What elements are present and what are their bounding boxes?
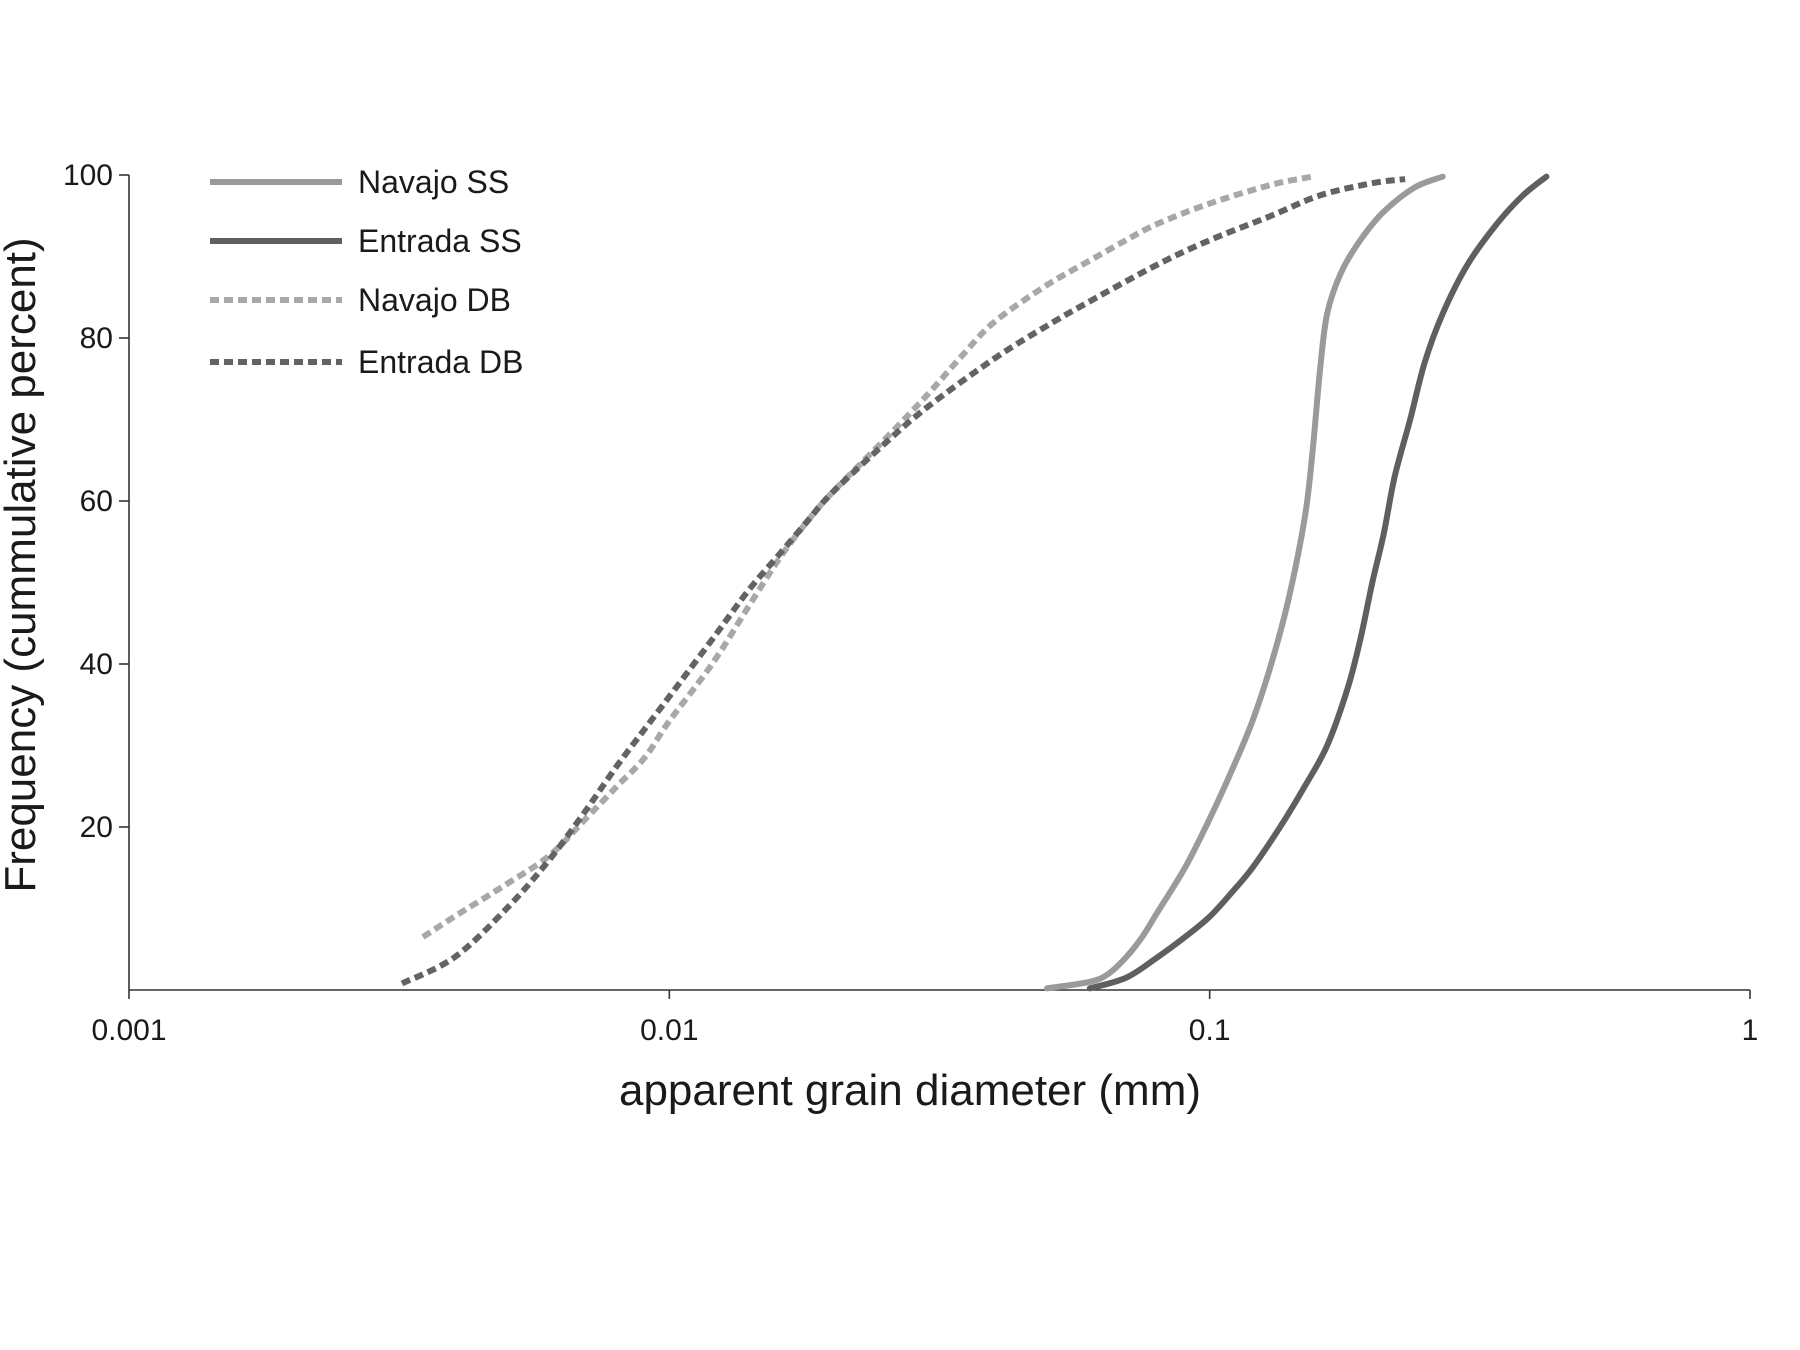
y-tick-label: 60 (80, 485, 113, 518)
legend-label: Navajo SS (358, 164, 509, 200)
x-tick-label: 1 (1742, 1014, 1759, 1047)
series-line-navajo-ss (1044, 173, 1446, 992)
x-tick-label: 0.001 (91, 1014, 166, 1047)
series-lines (400, 173, 1550, 992)
x-axis-title: apparent grain diameter (mm) (619, 1066, 1201, 1115)
x-ticks: 0.001 0.01 0.1 1 (91, 990, 1758, 1047)
x-tick-label: 0.01 (640, 1014, 698, 1047)
y-tick-label: 40 (80, 648, 113, 681)
legend-label: Entrada SS (358, 223, 522, 259)
legend-label: Navajo DB (358, 282, 511, 318)
series-line-entrada-ss (1086, 173, 1550, 992)
y-ticks: 20 40 60 80 100 (63, 159, 129, 844)
axes (128, 175, 1750, 991)
legend-label: Entrada DB (358, 344, 523, 380)
x-tick-label: 0.1 (1189, 1014, 1231, 1047)
y-tick-label: 20 (80, 811, 113, 844)
series-line-entrada-db (400, 176, 1406, 987)
series-line-navajo-db (421, 173, 1314, 940)
y-tick-label: 80 (80, 322, 113, 355)
legend: Navajo SS Entrada SS Navajo DB Entrada DB (210, 164, 523, 380)
y-axis-title: Frequency (cummulative percent) (0, 237, 45, 892)
y-tick-label: 100 (63, 159, 113, 192)
